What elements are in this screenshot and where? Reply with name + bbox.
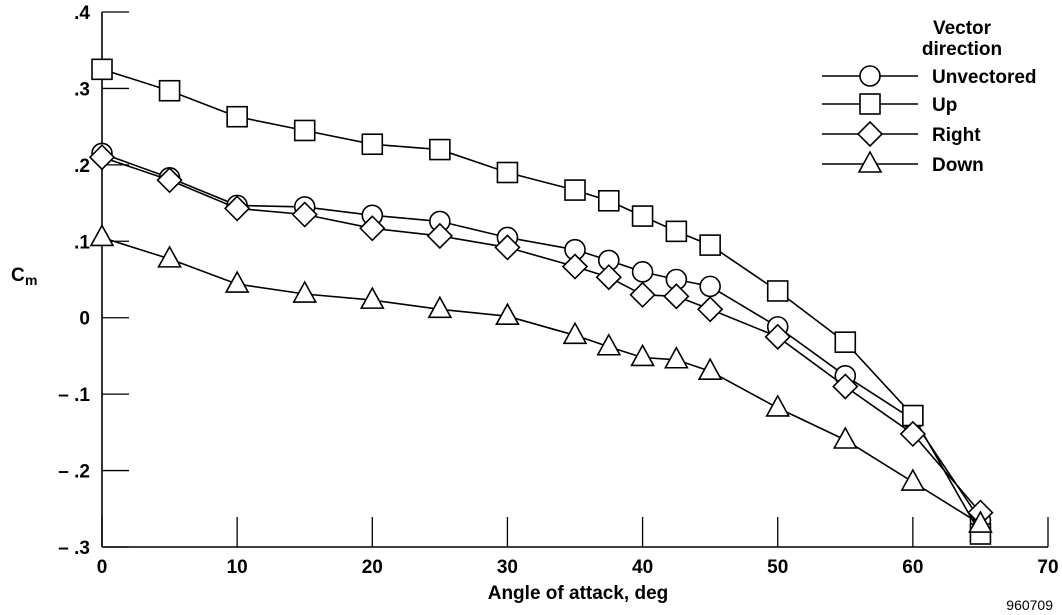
legend-label: Unvectored — [932, 67, 1037, 88]
series-down — [89, 223, 993, 533]
point-right — [291, 201, 318, 228]
figure-id: 960709 — [1006, 597, 1053, 613]
point-right — [561, 253, 589, 280]
point-down — [900, 468, 926, 491]
point-right — [663, 283, 690, 310]
y-tick-label: .1 — [74, 232, 90, 253]
point-right — [359, 215, 386, 242]
legend-item-down: Down — [822, 150, 984, 176]
y-tick-label: – .3 — [58, 538, 90, 559]
legend-marker-right — [856, 120, 884, 148]
point-right — [629, 281, 656, 308]
point-right — [224, 195, 251, 222]
y-tick-label: – .2 — [58, 462, 90, 483]
x-tick-label: 30 — [497, 557, 518, 578]
series-line-up — [101, 68, 982, 535]
point-unvectored — [699, 275, 721, 298]
point-up — [834, 331, 857, 353]
y-tick-label: .4 — [74, 3, 90, 24]
x-tick-label: 50 — [767, 557, 788, 578]
ticks: 0 10 20 30 40 50 60 70 – .3 – .2 – .1 0 .1 .2 .3 .4 — [58, 3, 1058, 578]
point-up — [564, 179, 586, 201]
x-tick-label: 60 — [902, 557, 923, 578]
point-down — [697, 357, 723, 381]
legend-label: Right — [932, 125, 981, 146]
point-right — [899, 420, 926, 448]
point-up — [361, 133, 384, 156]
point-unvectored — [631, 261, 654, 283]
series-line-right — [101, 156, 982, 514]
point-down — [664, 346, 689, 369]
point-up — [91, 58, 113, 81]
point-down — [495, 302, 520, 325]
point-right — [764, 323, 791, 350]
point-right — [832, 373, 859, 400]
point-right — [494, 234, 521, 261]
x-tick-label: 20 — [362, 557, 383, 578]
point-down — [630, 343, 655, 367]
point-up — [766, 280, 789, 302]
y-axis-title-main: C — [11, 265, 25, 286]
axes — [101, 12, 1048, 548]
series-right — [88, 144, 994, 526]
legend-label: Down — [932, 155, 984, 176]
point-right — [88, 144, 116, 171]
point-down — [832, 426, 858, 449]
y-tick-label: .3 — [74, 79, 90, 100]
legend-title-line1: Vector — [933, 18, 992, 39]
point-down — [292, 280, 318, 303]
x-axis-title: Angle of attack, deg — [488, 583, 669, 604]
legend-marker-down — [857, 150, 883, 173]
point-down — [968, 510, 993, 533]
x-tick-label: 0 — [97, 557, 108, 578]
point-down — [224, 270, 250, 293]
x-tick-label: 70 — [1037, 557, 1058, 578]
point-up — [429, 138, 451, 161]
x-tick-label: 10 — [227, 557, 248, 578]
legend-marker-up — [859, 93, 881, 115]
point-up — [226, 105, 248, 128]
point-down — [89, 223, 115, 247]
legend-label: Up — [932, 95, 957, 116]
point-right — [697, 296, 724, 323]
y-axis-title: C m — [11, 265, 37, 288]
point-up — [631, 205, 654, 227]
series-line-down — [101, 236, 981, 525]
point-down — [596, 333, 622, 356]
legend-item-up: Up — [822, 93, 957, 116]
series-group — [88, 58, 994, 545]
point-down — [427, 295, 453, 319]
y-axis-title-subscript: m — [25, 272, 37, 288]
point-down — [765, 394, 791, 417]
point-up — [293, 119, 316, 142]
point-up — [496, 161, 519, 184]
series-up — [91, 58, 992, 545]
y-tick-label: – .1 — [58, 385, 90, 406]
legend-title-line2: direction — [922, 39, 1002, 60]
y-tick-label: .2 — [74, 156, 90, 177]
point-down — [157, 245, 182, 268]
point-down — [562, 321, 588, 345]
point-right — [426, 222, 453, 250]
legend-marker-unvectored — [859, 65, 881, 87]
point-up — [158, 79, 181, 102]
legend: Vector direction Unvectored Up Right Down — [822, 18, 1037, 176]
point-up — [699, 234, 721, 256]
series-line-unvectored — [101, 152, 982, 521]
point-up — [665, 220, 688, 243]
point-right — [156, 167, 183, 194]
point-down — [359, 286, 385, 309]
x-tick-label: 40 — [632, 557, 653, 578]
legend-item-right: Right — [822, 120, 981, 148]
legend-item-unvectored: Unvectored — [822, 65, 1037, 88]
point-up — [597, 189, 620, 212]
point-right — [595, 264, 622, 291]
y-tick-label: 0 — [79, 309, 90, 330]
